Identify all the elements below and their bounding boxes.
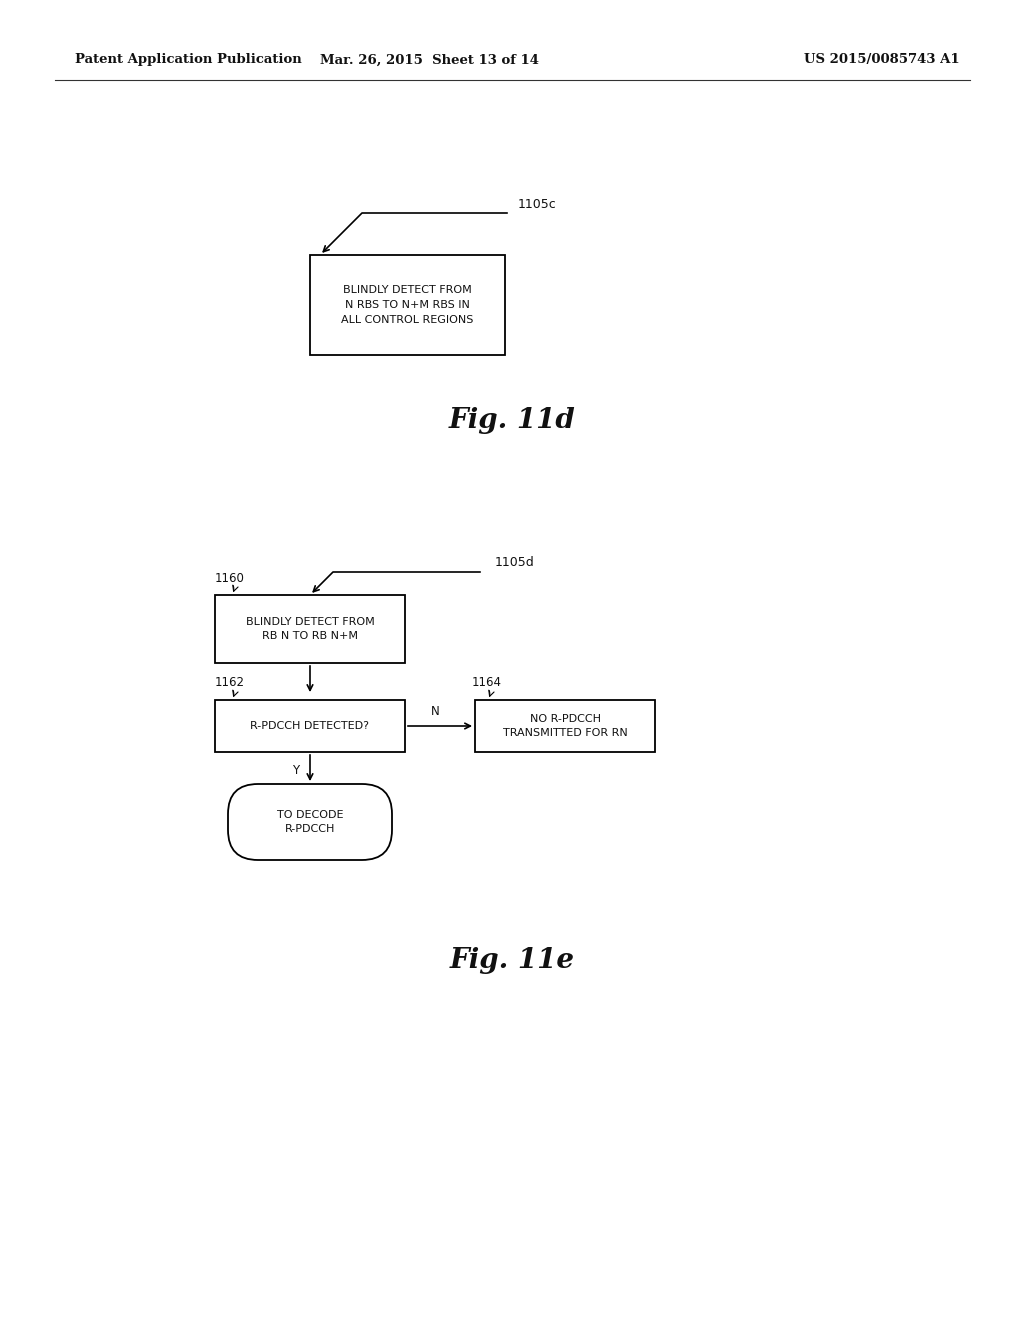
Text: BLINDLY DETECT FROM
RB N TO RB N+M: BLINDLY DETECT FROM RB N TO RB N+M [246, 616, 375, 642]
Text: NO R-PDCCH
TRANSMITTED FOR RN: NO R-PDCCH TRANSMITTED FOR RN [503, 714, 628, 738]
Text: Fig. 11d: Fig. 11d [449, 407, 575, 433]
Text: 1164: 1164 [472, 676, 502, 689]
FancyBboxPatch shape [310, 255, 505, 355]
Text: 1160: 1160 [215, 572, 245, 585]
Text: Fig. 11e: Fig. 11e [450, 946, 574, 974]
Text: BLINDLY DETECT FROM
N RBS TO N+M RBS IN
ALL CONTROL REGIONS: BLINDLY DETECT FROM N RBS TO N+M RBS IN … [341, 285, 474, 325]
Text: Y: Y [293, 763, 300, 776]
Text: Patent Application Publication: Patent Application Publication [75, 54, 302, 66]
FancyBboxPatch shape [475, 700, 655, 752]
FancyBboxPatch shape [215, 595, 406, 663]
Text: N: N [431, 705, 439, 718]
Text: 1105c: 1105c [518, 198, 557, 211]
Text: US 2015/0085743 A1: US 2015/0085743 A1 [805, 54, 961, 66]
Text: TO DECODE
R-PDCCH: TO DECODE R-PDCCH [276, 809, 343, 834]
FancyBboxPatch shape [215, 700, 406, 752]
FancyBboxPatch shape [228, 784, 392, 861]
Text: Mar. 26, 2015  Sheet 13 of 14: Mar. 26, 2015 Sheet 13 of 14 [321, 54, 540, 66]
Text: 1162: 1162 [215, 676, 245, 689]
Text: R-PDCCH DETECTED?: R-PDCCH DETECTED? [251, 721, 370, 731]
Text: 1105d: 1105d [495, 556, 535, 569]
